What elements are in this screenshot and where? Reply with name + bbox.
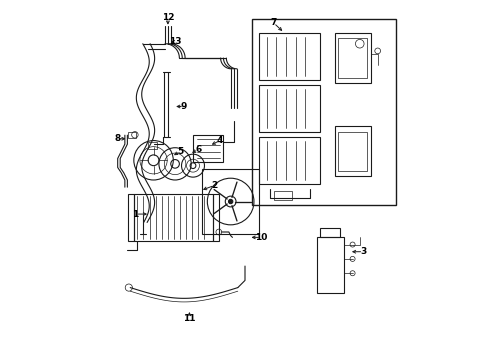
Text: 11: 11 (183, 314, 196, 323)
Text: 8: 8 (115, 134, 121, 143)
Text: 3: 3 (360, 247, 367, 256)
Circle shape (228, 199, 233, 204)
Text: 2: 2 (211, 181, 218, 190)
Text: 7: 7 (270, 18, 277, 27)
Bar (193, 135, 223, 162)
Text: 4: 4 (217, 136, 223, 145)
Text: 9: 9 (181, 102, 187, 111)
Bar (128, 132, 136, 138)
Bar (338, 132, 367, 171)
Bar (320, 228, 340, 237)
Bar (202, 169, 259, 234)
Bar (338, 39, 367, 78)
Bar (252, 19, 395, 205)
Bar (274, 191, 292, 200)
Bar (213, 194, 219, 241)
Text: 5: 5 (177, 147, 184, 156)
Bar (148, 142, 157, 149)
Text: 13: 13 (169, 37, 181, 46)
Bar (259, 137, 320, 184)
Bar (335, 126, 370, 176)
Text: 6: 6 (195, 145, 201, 154)
Circle shape (225, 196, 236, 207)
Bar (128, 194, 134, 241)
Bar (317, 237, 343, 293)
Bar (335, 33, 370, 83)
Bar (259, 33, 320, 80)
Text: 10: 10 (255, 233, 268, 242)
Text: 1: 1 (132, 210, 139, 219)
Bar (134, 194, 213, 241)
Text: 12: 12 (162, 13, 174, 22)
Bar (259, 85, 320, 132)
